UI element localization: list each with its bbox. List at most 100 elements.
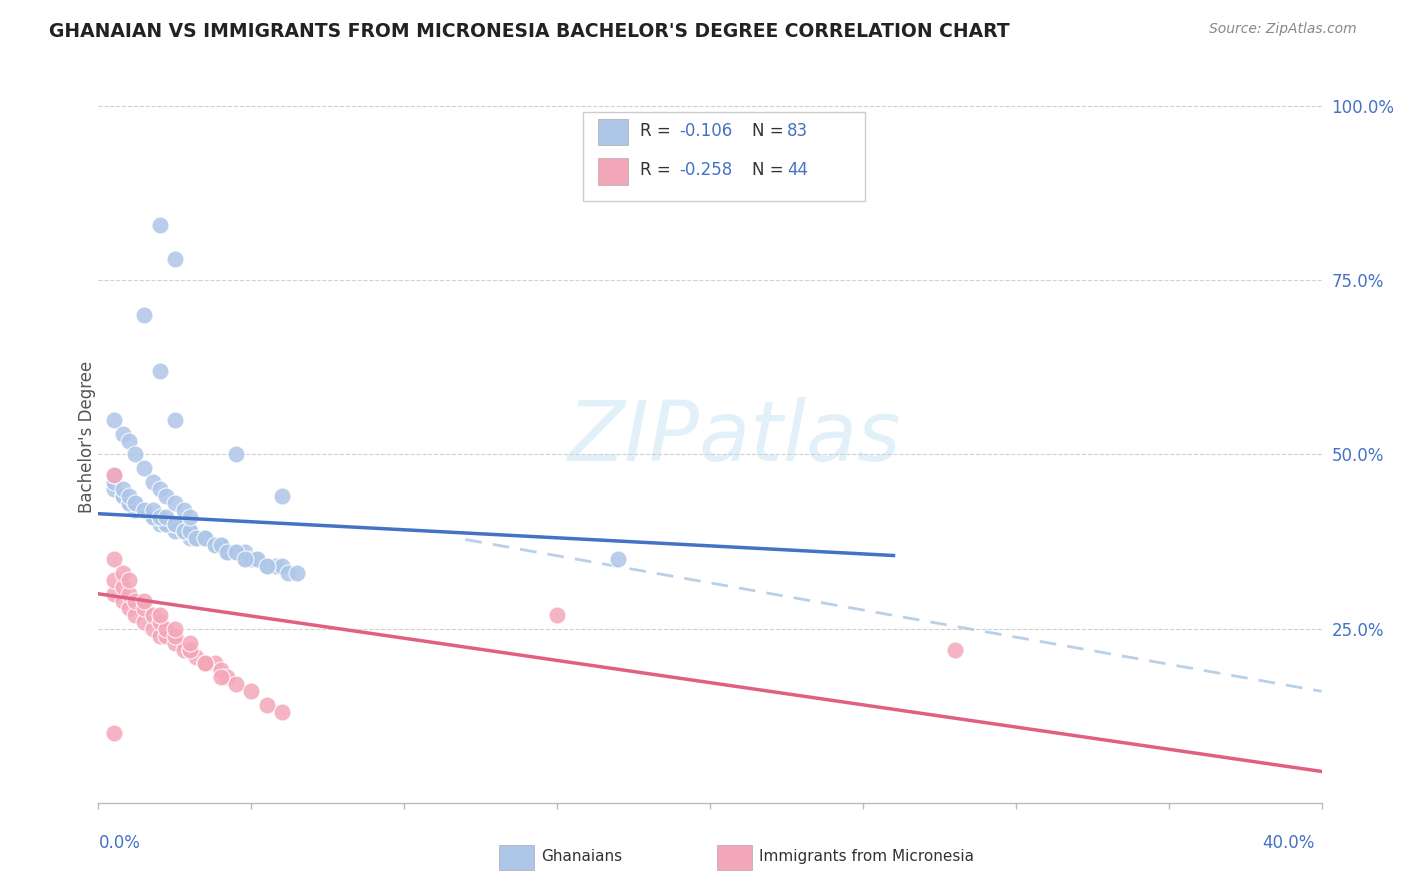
Point [118,496,141,510]
Y-axis label: Bachelor's Degree: Bachelor's Degree [79,361,96,513]
Point [209,538,232,552]
Point [240,552,263,566]
Point [246,552,269,566]
Point [194,657,217,671]
Point [186,531,208,545]
Point [179,642,201,657]
Text: 40.0%: 40.0% [1263,834,1315,852]
Point [149,510,172,524]
Point [209,538,232,552]
Point [215,545,238,559]
Point [111,566,134,580]
Point [225,448,247,462]
Point [173,524,195,538]
Point [149,510,172,524]
Point [134,503,156,517]
Point [264,558,287,573]
Point [215,670,238,684]
Point [186,649,208,664]
Point [103,587,125,601]
Text: -0.106: -0.106 [679,122,733,140]
Point [118,496,141,510]
Point [134,615,156,629]
Point [103,468,125,483]
Point [111,489,134,503]
Point [142,622,165,636]
Point [204,538,226,552]
Point [134,503,156,517]
Text: Ghanaians: Ghanaians [541,849,623,863]
Point [103,726,125,740]
Point [163,517,186,532]
Point [142,510,165,524]
Point [277,566,299,580]
Point [134,503,156,517]
Point [173,503,195,517]
Point [179,642,201,657]
Point [163,629,186,643]
Point [233,552,256,566]
Point [118,434,141,448]
Point [204,657,226,671]
Point [204,538,226,552]
Point [270,705,292,719]
Point [163,252,186,267]
Point [194,531,217,545]
Point [173,524,195,538]
Point [118,600,141,615]
Text: Immigrants from Micronesia: Immigrants from Micronesia [759,849,974,863]
Point [215,545,238,559]
Point [124,607,146,622]
Point [179,531,201,545]
Point [209,664,232,678]
Point [103,468,125,483]
Point [215,545,238,559]
Point [163,412,186,426]
Point [194,531,217,545]
Point [124,496,146,510]
Point [179,510,201,524]
Point [142,475,165,490]
Point [163,524,186,538]
Point [270,558,292,573]
Text: ZIPatlas: ZIPatlas [568,397,901,477]
Point [285,566,308,580]
Point [209,670,232,684]
Text: R =: R = [640,122,676,140]
Point [149,483,172,497]
Point [124,496,146,510]
Point [103,573,125,587]
Point [134,461,156,475]
Point [256,558,278,573]
Point [256,698,278,713]
Point [240,684,263,698]
Point [149,364,172,378]
Point [142,510,165,524]
Point [204,538,226,552]
Point [246,552,269,566]
Point [103,412,125,426]
Point [155,510,177,524]
Point [163,635,186,649]
Point [142,503,165,517]
Point [233,552,256,566]
Point [607,552,630,566]
Point [155,622,177,636]
Point [546,607,568,622]
Point [163,517,186,532]
Point [155,517,177,532]
Point [149,218,172,232]
Point [134,308,156,322]
Text: N =: N = [752,161,789,179]
Point [149,629,172,643]
Text: Source: ZipAtlas.com: Source: ZipAtlas.com [1209,22,1357,37]
Point [240,552,263,566]
Point [118,573,141,587]
Point [225,545,247,559]
Point [134,594,156,608]
Point [111,489,134,503]
Point [142,607,165,622]
Point [134,600,156,615]
Point [179,635,201,649]
Point [163,496,186,510]
